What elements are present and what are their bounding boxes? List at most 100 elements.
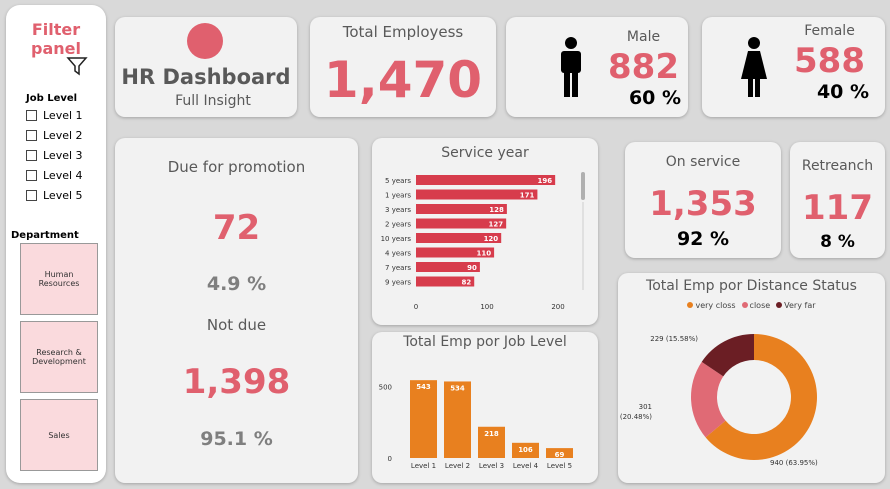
checkbox[interactable]	[26, 130, 37, 141]
total-employees-label: Total Employess	[342, 23, 464, 41]
on-service-label: On service	[665, 154, 741, 170]
scrollbar-track[interactable]	[582, 202, 584, 290]
service-year-category-label: 7 years	[385, 264, 411, 272]
donut-data-label: 940 (63.95%)	[770, 459, 818, 467]
job-level-card: Total Emp por Job Level 0 500 543 Level 1 53…	[372, 332, 598, 483]
service-year-bar[interactable]	[416, 204, 507, 214]
service-year-bar-value: 127	[489, 221, 504, 229]
female-percent: 40 %	[816, 81, 870, 103]
job-level-bar[interactable]	[478, 426, 505, 458]
male-label: Male	[626, 29, 661, 45]
service-year-tick-label: 100	[480, 303, 493, 311]
total-employees-card: Total Employess 1,470	[310, 17, 496, 117]
job-level-chart: 0 500 543 Level 1 534 Level 2 218 Level 3 106 Lev…	[379, 380, 573, 470]
job-level-option-2[interactable]: Level 2	[26, 129, 83, 142]
service-year-bar[interactable]	[416, 218, 507, 229]
service-year-bar-value: 196	[538, 177, 553, 185]
service-year-bar[interactable]	[416, 189, 538, 200]
retreanch-card: Retreanch 117 8 %	[790, 142, 885, 258]
dashboard-subtitle: Full Insight	[175, 93, 251, 109]
job-level-chart-title: Total Emp por Job Level	[403, 334, 567, 350]
job-level-tick-label: 0	[388, 455, 392, 463]
job-level-category-label: Level 2	[445, 462, 470, 470]
service-year-category-label: 10 years	[381, 235, 412, 243]
male-card: Male 882 60 %	[506, 17, 688, 117]
service-year-bar[interactable]	[416, 233, 502, 243]
male-icon	[561, 37, 581, 97]
department-tile-sales[interactable]: Sales	[20, 399, 98, 471]
female-icon	[741, 37, 767, 97]
job-level-bar-value: 106	[518, 446, 533, 454]
job-level-option-4[interactable]: Level 4	[26, 169, 83, 182]
distance-legend: very closs close Very far	[618, 301, 885, 310]
checkbox[interactable]	[26, 170, 37, 181]
not-due-value: 1,398	[182, 362, 291, 402]
job-level-bar[interactable]	[512, 442, 539, 458]
checkbox[interactable]	[26, 190, 37, 201]
legend-item: very closs	[687, 301, 736, 310]
female-card: Female 588 40 %	[702, 17, 885, 117]
on-service-percent: 92 %	[676, 228, 730, 250]
job-level-bar[interactable]	[546, 448, 573, 458]
service-year-bar[interactable]	[416, 175, 556, 185]
retreanch-label: Retreanch	[801, 158, 874, 174]
service-year-chart: 5 years 196 1 years 171 3 years 128 2 years 127…	[381, 172, 585, 311]
job-level-category-label: Level 3	[479, 462, 504, 470]
due-promotion-label: Due for promotion	[167, 158, 306, 176]
job-level-category-label: Level 1	[411, 462, 436, 470]
service-year-category-label: 3 years	[385, 206, 411, 214]
service-year-category-label: 4 years	[385, 250, 411, 258]
due-promotion-percent: 4.9 %	[206, 273, 267, 295]
promotion-card: Due for promotion 72 4.9 % Not due 1,398…	[115, 138, 358, 483]
due-promotion-value: 72	[212, 208, 261, 248]
donut-data-label: 301	[639, 403, 652, 411]
service-year-category-label: 1 years	[385, 192, 411, 200]
on-service-value: 1,353	[649, 184, 757, 224]
job-level-bar-value: 218	[484, 430, 499, 438]
service-year-category-label: 5 years	[385, 177, 411, 185]
job-level-category-label: Level 5	[547, 462, 572, 470]
job-level-option-5[interactable]: Level 5	[26, 189, 83, 202]
legend-dot	[741, 302, 748, 308]
job-level-bar-value: 534	[450, 384, 465, 392]
job-level-option-3[interactable]: Level 3	[26, 149, 83, 162]
department-tile-research-development[interactable]: Research & Development	[20, 321, 98, 393]
donut-slice[interactable]	[691, 361, 726, 438]
donut-slice[interactable]	[701, 334, 754, 377]
job-level-option-1[interactable]: Level 1	[26, 109, 83, 122]
checkbox[interactable]	[26, 150, 37, 161]
distance-status-card: Total Emp por Distance Status very closs…	[618, 273, 885, 483]
donut-data-label: (20.48%)	[620, 413, 652, 421]
retreanch-percent: 8 %	[820, 232, 855, 252]
service-year-category-label: 9 years	[385, 279, 411, 287]
service-year-bar-value: 120	[484, 235, 499, 243]
donut-data-label: 229 (15.58%)	[650, 335, 698, 343]
job-level-bar[interactable]	[444, 381, 471, 458]
job-level-tick-label: 500	[379, 383, 392, 391]
donut-slice[interactable]	[705, 334, 817, 460]
service-year-category-label: 2 years	[385, 221, 411, 229]
legend-dot	[776, 302, 783, 308]
checkbox[interactable]	[26, 110, 37, 121]
legend-item: close	[741, 301, 770, 310]
dashboard-title: HR Dashboard	[121, 65, 291, 89]
distance-status-title: Total Emp por Distance Status	[646, 278, 857, 294]
department-tile-human-resources[interactable]: Human Resources	[20, 243, 98, 315]
service-year-bar[interactable]	[416, 276, 475, 287]
male-percent: 60 %	[628, 87, 682, 109]
job-level-bar[interactable]	[410, 380, 437, 458]
service-year-bar[interactable]	[416, 247, 495, 258]
scrollbar-thumb[interactable]	[581, 172, 585, 200]
service-year-bar[interactable]	[416, 262, 480, 272]
on-service-card: On service 1,353 92 %	[625, 142, 781, 258]
department-heading: Department	[11, 230, 79, 241]
not-due-label: Not due	[206, 316, 267, 334]
service-year-title: Service year	[441, 145, 529, 161]
service-year-bar-value: 128	[489, 206, 504, 214]
service-year-card: Service year 5 years 196 1 years 171 3 years…	[372, 138, 598, 325]
total-employees-value: 1,470	[323, 51, 483, 109]
funnel-icon[interactable]	[66, 55, 88, 77]
legend-item: Very far	[776, 301, 816, 310]
service-year-tick-label: 0	[414, 303, 418, 311]
female-label: Female	[804, 23, 855, 39]
